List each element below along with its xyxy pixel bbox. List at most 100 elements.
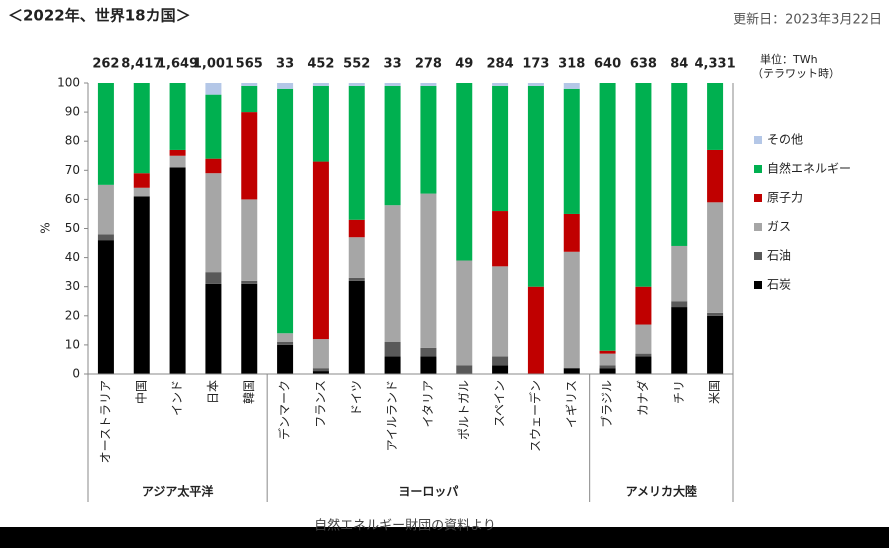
bar-segment [205, 283, 222, 374]
y-tick-label: 0 [72, 367, 80, 381]
legend-label: 石油 [767, 249, 791, 263]
y-tick-label: 20 [65, 308, 80, 322]
source: 自然エネルギー財団の資料より [314, 518, 496, 534]
total-label: 1,001 [193, 57, 234, 72]
bar-segment [312, 83, 329, 86]
total-label: 84 [670, 57, 688, 72]
group-label: ヨーロッパ [398, 485, 458, 499]
bar-segment [384, 83, 401, 86]
bar-segment [635, 356, 652, 374]
bar-segment [527, 83, 544, 86]
bar-segment [635, 286, 652, 325]
legend-swatch [754, 194, 762, 202]
bar-segment [635, 83, 652, 287]
bottom-bar [0, 527, 889, 548]
x-tick-label: スウェーデン [527, 380, 542, 452]
bar-segment [420, 85, 437, 194]
bar-segment [384, 85, 401, 206]
bar-segment [384, 341, 401, 357]
legend-label: 自然エネルギー [767, 161, 851, 176]
bar-segment [707, 312, 724, 316]
bar-segment [635, 324, 652, 354]
x-tick-label: カナダ [635, 380, 650, 416]
total-label: 284 [487, 57, 514, 72]
bar-segment [97, 83, 114, 185]
bar-segment [277, 83, 294, 89]
x-tick-label: イタリア [421, 380, 435, 428]
total-label: 173 [522, 57, 549, 72]
legend-label: ガス [767, 220, 791, 234]
group-label: アメリカ大陸 [626, 484, 697, 499]
bar-segment [492, 85, 509, 212]
bar-segment [563, 83, 580, 89]
bar-segment [456, 260, 473, 366]
total-label: 262 [92, 57, 119, 72]
bar-segment [563, 88, 580, 214]
bar-segment [277, 333, 294, 342]
bar-segment [312, 161, 329, 340]
total-label: 640 [594, 57, 621, 72]
bar-segment [133, 83, 150, 174]
group-label: アジア太平洋 [142, 484, 214, 499]
bar-segment [635, 353, 652, 357]
total-label: 452 [307, 57, 334, 72]
bar-segment [563, 251, 580, 369]
bar-segment [456, 83, 473, 261]
bar-segment [241, 85, 258, 113]
total-label: 565 [236, 57, 263, 72]
total-label: 33 [384, 57, 402, 72]
y-axis-label: % [39, 222, 53, 233]
y-tick-label: 30 [65, 279, 80, 293]
bar-segment [205, 94, 222, 159]
x-tick-label: 韓国 [242, 380, 256, 404]
bar-segment [707, 83, 724, 150]
unit: 単位：TWh [760, 52, 818, 66]
x-tick-label: ブラジル [599, 380, 614, 428]
x-tick-label: 日本 [206, 380, 220, 404]
bar-segment [384, 356, 401, 374]
bar-segment [420, 347, 437, 357]
total-label: 33 [276, 57, 294, 72]
x-tick-label: チリ [672, 380, 686, 404]
legend-label: 原子力 [767, 191, 803, 205]
legend-swatch [754, 136, 762, 144]
bar-segment [205, 173, 222, 273]
bar-segment [169, 167, 186, 374]
bar-segment [97, 240, 114, 374]
x-tick-label: オーストラリア [98, 380, 112, 463]
bar-segment [348, 277, 365, 281]
bar-segment [205, 272, 222, 284]
bar-segment [420, 356, 437, 374]
bar-segment [492, 266, 509, 357]
updated-date: 更新日：2023年3月22日 [733, 12, 882, 28]
legend-swatch [754, 165, 762, 173]
x-tick-label: フランス [313, 380, 327, 428]
bar-segment [205, 158, 222, 174]
bar-segment [312, 371, 329, 374]
legend-label: その他 [767, 133, 803, 147]
total-label: 49 [455, 57, 473, 72]
bar-segment [205, 83, 222, 95]
bar-segment [312, 339, 329, 369]
y-tick-label: 50 [65, 221, 80, 235]
bar-segment [97, 184, 114, 235]
x-tick-label: デンマーク [277, 380, 292, 440]
bar-segment [456, 365, 473, 374]
x-tick-label: 中国 [133, 380, 148, 404]
bar-segment [420, 83, 437, 86]
bar-segment [492, 356, 509, 366]
bar-segment [241, 283, 258, 374]
x-tick-label: 米国 [708, 380, 722, 404]
bar-segment [241, 112, 258, 200]
y-tick-label: 60 [65, 192, 80, 206]
bar-segment [241, 280, 258, 284]
bar-segment [707, 202, 724, 313]
x-tick-label: インド [170, 380, 184, 416]
bar-segment [241, 199, 258, 281]
bar-segment [348, 219, 365, 238]
x-tick-label: ドイツ [349, 380, 363, 416]
total-label: 278 [415, 57, 442, 72]
x-tick-label: アイルランド [385, 380, 399, 451]
x-tick-label: ポルトガル [457, 380, 471, 440]
